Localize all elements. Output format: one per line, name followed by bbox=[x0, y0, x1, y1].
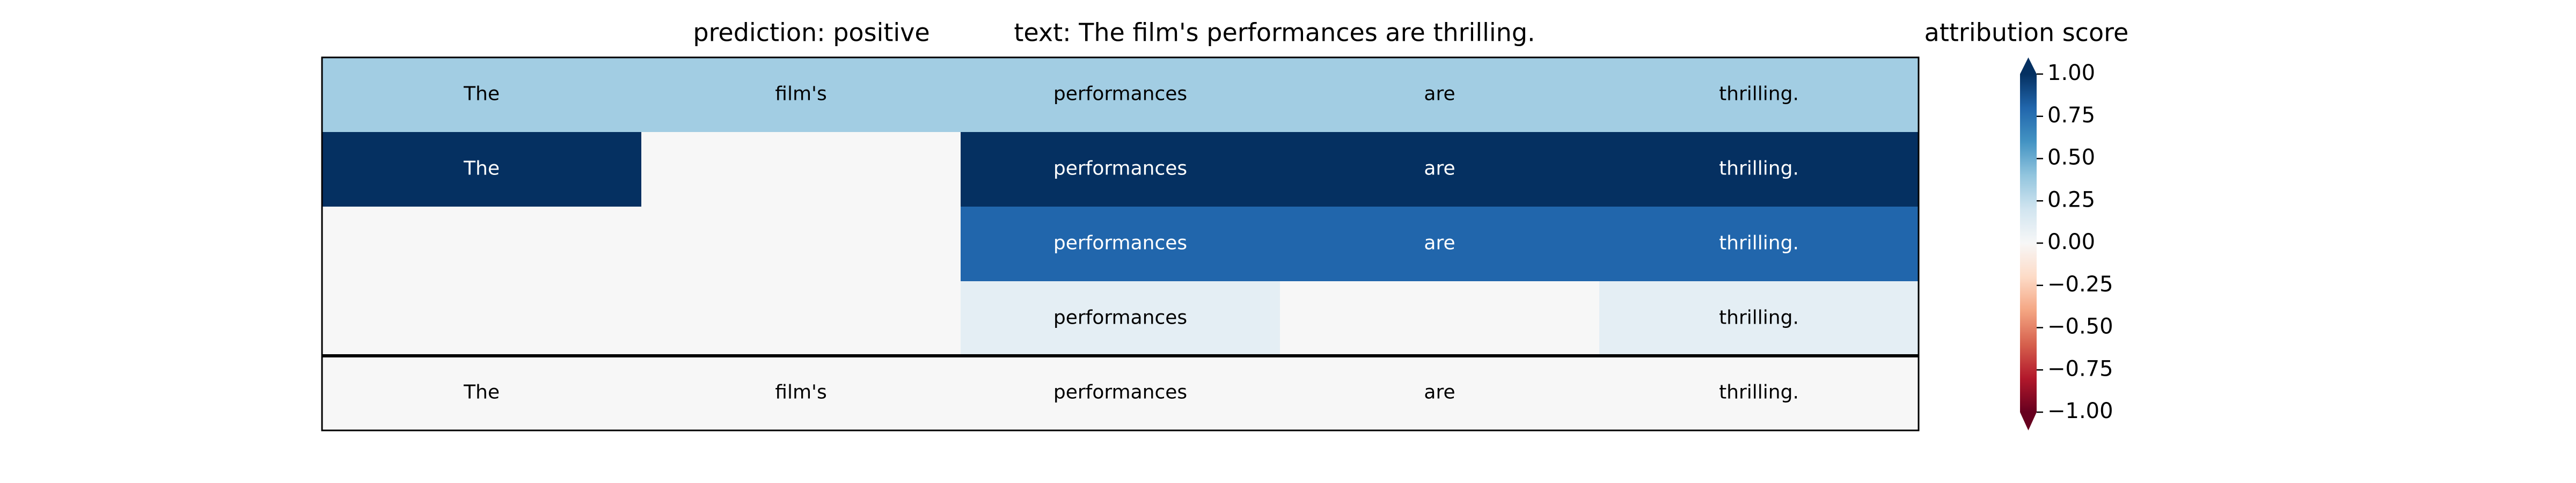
chart-title: text: The film's performances are thrill… bbox=[1014, 18, 1535, 47]
cell bbox=[1280, 57, 1600, 133]
cell bbox=[1280, 356, 1600, 431]
cell bbox=[1599, 356, 1919, 431]
cell bbox=[961, 57, 1280, 133]
cell bbox=[322, 57, 642, 133]
colorbar-tick-label: −0.25 bbox=[2047, 272, 2113, 297]
prediction-label: prediction: positive bbox=[693, 18, 930, 47]
cell bbox=[641, 132, 961, 207]
cell-token: performances bbox=[1053, 382, 1187, 404]
cell-token: thrilling. bbox=[1719, 382, 1799, 404]
cell bbox=[1280, 281, 1600, 356]
cell-token: are bbox=[1424, 158, 1455, 180]
cell-token: thrilling. bbox=[1719, 232, 1799, 254]
cell-token: thrilling. bbox=[1719, 158, 1799, 180]
cell bbox=[961, 281, 1280, 356]
cell-token: are bbox=[1424, 232, 1455, 254]
colorbar-label: attribution score bbox=[1924, 18, 2129, 47]
colorbar-tick-label: 0.75 bbox=[2047, 103, 2095, 128]
colorbar-tick-label: 1.00 bbox=[2047, 61, 2095, 85]
colorbar-extend-top bbox=[2020, 57, 2037, 74]
cell-token: performances bbox=[1053, 83, 1187, 105]
cell-token: film's bbox=[775, 382, 826, 404]
cell bbox=[1599, 57, 1919, 133]
cell bbox=[961, 207, 1280, 282]
cell bbox=[641, 57, 961, 133]
colorbar-tick-label: 0.50 bbox=[2047, 145, 2095, 170]
cell bbox=[641, 281, 961, 356]
cell bbox=[961, 132, 1280, 207]
cell bbox=[1280, 132, 1600, 207]
cell bbox=[641, 207, 961, 282]
cell-token: are bbox=[1424, 382, 1455, 404]
colorbar-extend-bottom bbox=[2020, 412, 2037, 430]
heatmap-frame bbox=[321, 56, 1920, 431]
cell bbox=[1599, 132, 1919, 207]
cell bbox=[322, 132, 642, 207]
cell bbox=[961, 356, 1280, 431]
colorbar-tick-label: 0.25 bbox=[2047, 187, 2095, 212]
cell-token: The bbox=[463, 158, 500, 180]
cell-token: The bbox=[463, 83, 500, 105]
cell bbox=[1280, 207, 1600, 282]
cell-token: are bbox=[1424, 83, 1455, 105]
cell-token: film's bbox=[775, 83, 826, 105]
cell bbox=[1599, 281, 1919, 356]
cell-token: The bbox=[463, 382, 500, 404]
cell-token: performances bbox=[1053, 232, 1187, 254]
colorbar bbox=[2020, 74, 2037, 412]
cell-token: performances bbox=[1053, 307, 1187, 329]
cell-token: thrilling. bbox=[1719, 307, 1799, 329]
cell-token: thrilling. bbox=[1719, 83, 1799, 105]
colorbar-tick-label: 0.00 bbox=[2047, 230, 2095, 254]
cell bbox=[641, 356, 961, 431]
cell bbox=[1599, 207, 1919, 282]
cell-token: performances bbox=[1053, 158, 1187, 180]
colorbar-tick-label: −1.00 bbox=[2047, 399, 2113, 423]
cell bbox=[322, 281, 642, 356]
cell bbox=[322, 356, 642, 431]
colorbar-tick-label: −0.50 bbox=[2047, 314, 2113, 339]
colorbar-tick-label: −0.75 bbox=[2047, 356, 2113, 381]
cell bbox=[322, 207, 642, 282]
